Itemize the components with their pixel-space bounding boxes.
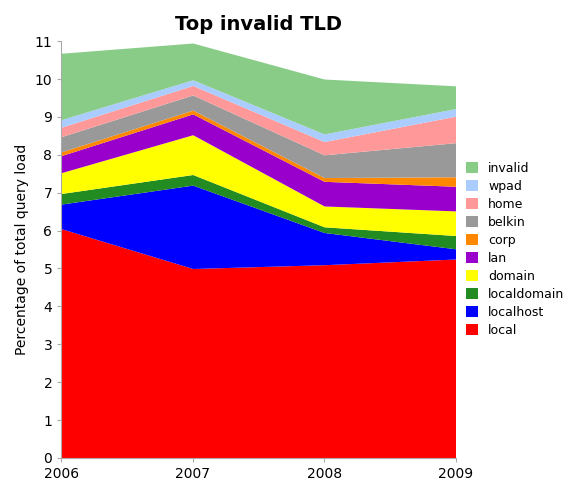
Title: Top invalid TLD: Top invalid TLD: [175, 15, 342, 34]
Y-axis label: Percentage of total query load: Percentage of total query load: [15, 144, 29, 355]
Legend: invalid, wpad, home, belkin, corp, lan, domain, localdomain, localhost, local: invalid, wpad, home, belkin, corp, lan, …: [466, 162, 564, 337]
